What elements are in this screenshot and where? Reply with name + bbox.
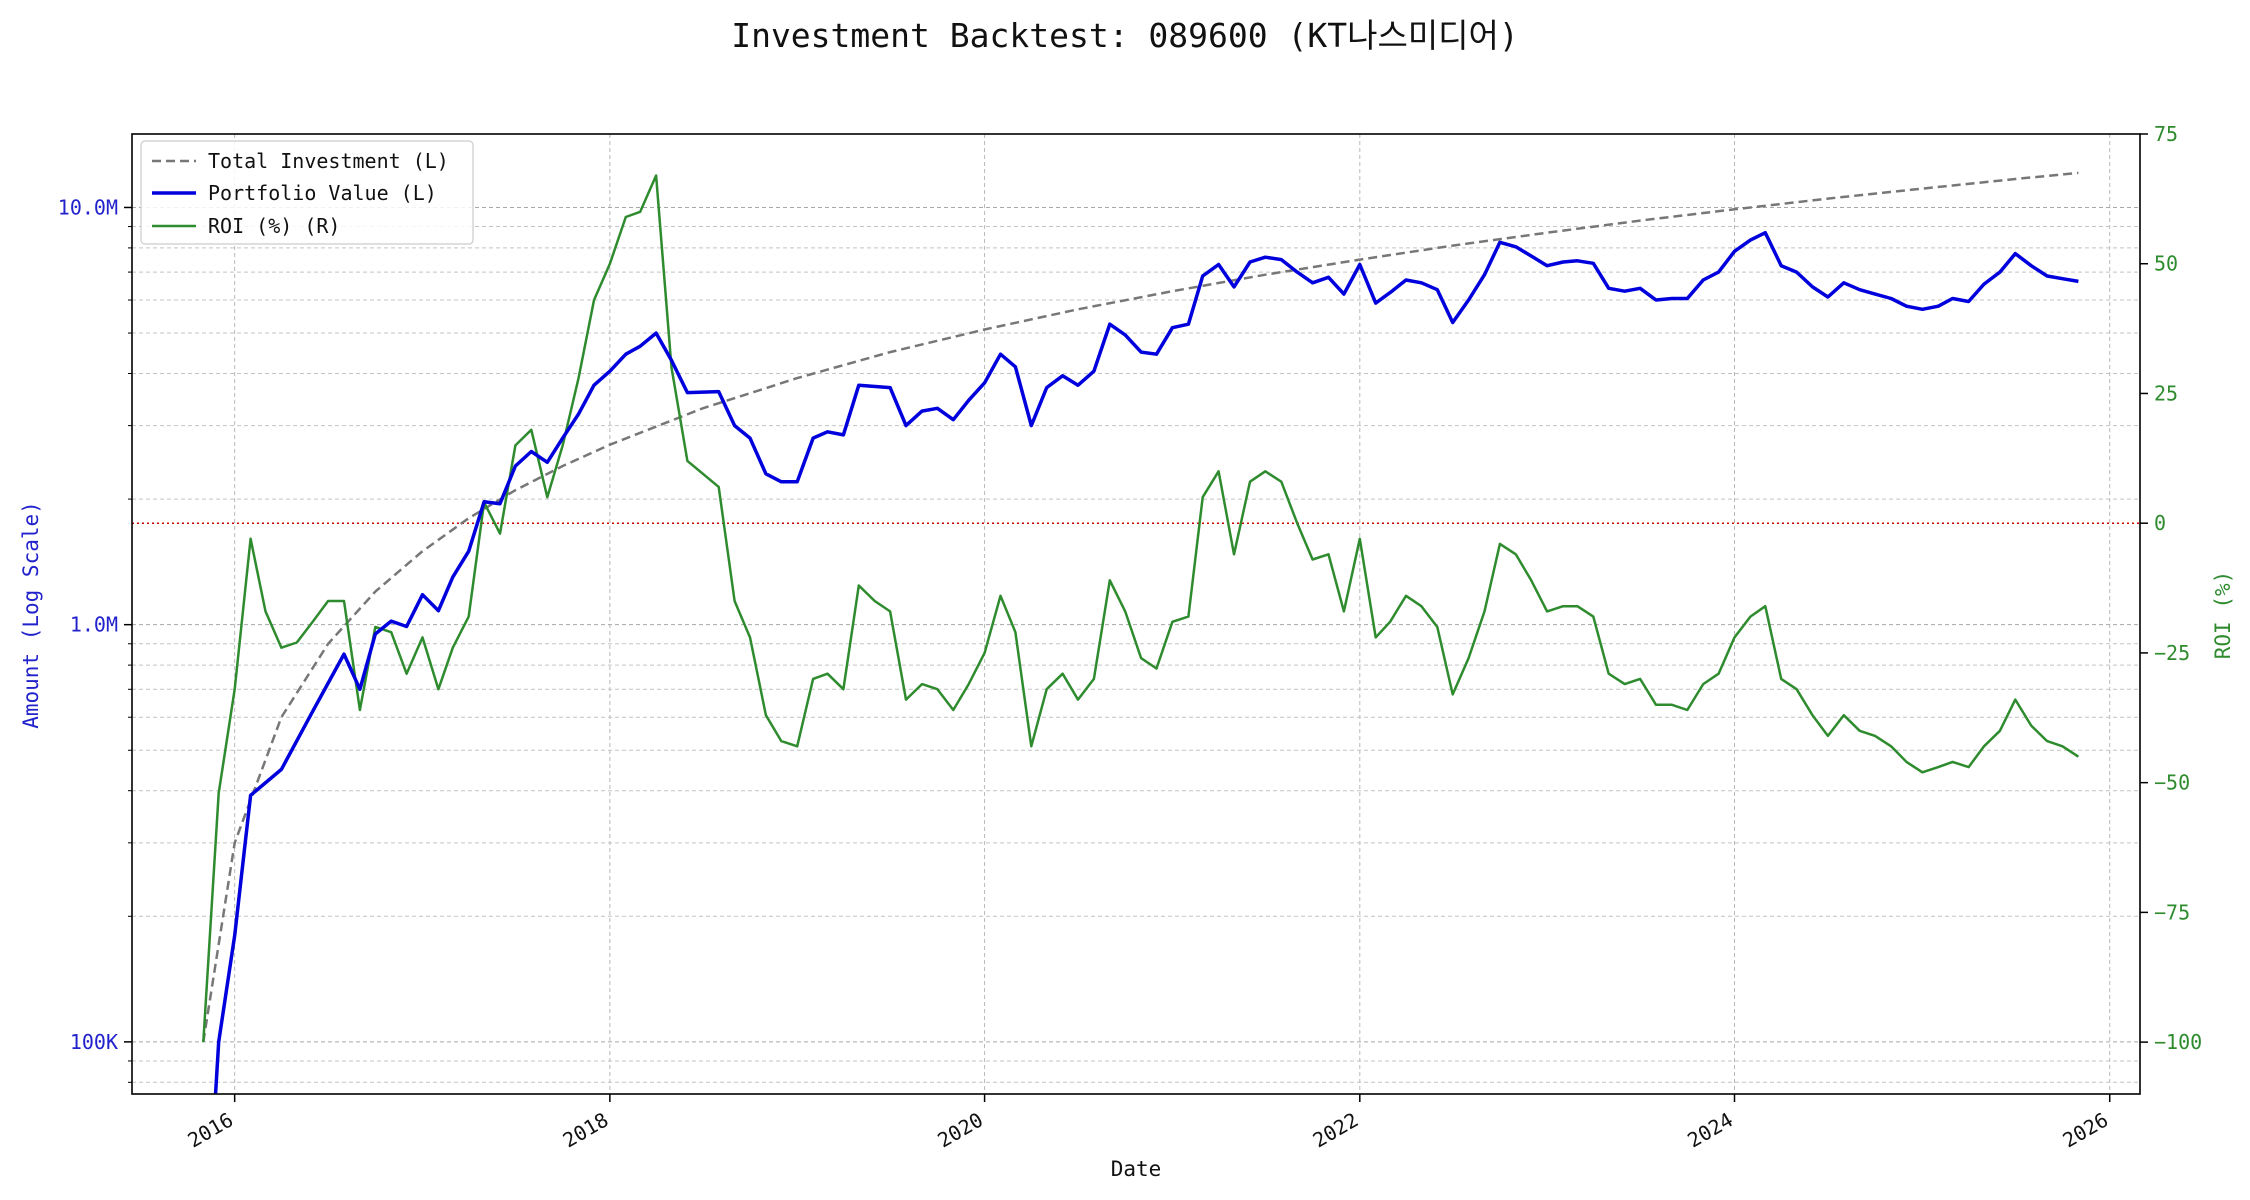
- series-line-total-investment-l: [202, 171, 2079, 1043]
- grid: [132, 134, 2140, 1094]
- right-axis-ticks: 75 50 25 0 −25 −50 −75 −100: [2140, 122, 2202, 1054]
- x-tick-label: 2026: [2058, 1108, 2112, 1153]
- left-axis-ticks: 100K 1.0M 10.0M: [58, 195, 132, 1083]
- right-tick-label: −75: [2154, 900, 2190, 924]
- x-axis-label: Date: [1111, 1157, 1162, 1181]
- x-tick-label: 2022: [1309, 1108, 1363, 1153]
- series-line-portfolio-value-l: [213, 230, 2079, 1094]
- legend-box: [140, 140, 474, 245]
- right-tick-label: −100: [2154, 1030, 2202, 1054]
- legend-label-total-investment: Total Investment (L): [208, 149, 449, 173]
- left-axis-label: Amount (Log Scale): [19, 501, 43, 729]
- left-tick-label: 10.0M: [58, 195, 118, 219]
- x-tick-label: 2018: [559, 1108, 613, 1153]
- x-tick-label: 2020: [933, 1108, 987, 1153]
- right-tick-label: 50: [2154, 252, 2178, 276]
- chart-title: Investment Backtest: 089600 (KT나스미디어): [731, 16, 1519, 55]
- left-tick-label: 1.0M: [70, 613, 118, 637]
- right-tick-label: 0: [2154, 511, 2166, 535]
- x-tick-label: 2016: [183, 1108, 237, 1153]
- x-tick-label: 2024: [1683, 1108, 1737, 1153]
- series-lines: [202, 171, 2080, 1094]
- left-tick-label: 100K: [70, 1030, 118, 1054]
- right-tick-label: −50: [2154, 771, 2190, 795]
- x-axis-ticks: 2016 2018 2020 2022 2024 2026: [183, 1094, 2112, 1152]
- legend-label-portfolio-value: Portfolio Value (L): [208, 181, 437, 205]
- right-tick-label: 25: [2154, 381, 2178, 405]
- right-tick-label: 75: [2154, 122, 2178, 146]
- right-axis-label: ROI (%): [2211, 571, 2235, 660]
- legend-label-roi: ROI (%) (R): [208, 214, 340, 238]
- right-tick-label: −25: [2154, 641, 2190, 665]
- series-line-roi-r: [202, 174, 2080, 1043]
- plot-frame: [131, 133, 2141, 1095]
- legend: Total Investment (L) Portfolio Value (L)…: [140, 140, 474, 245]
